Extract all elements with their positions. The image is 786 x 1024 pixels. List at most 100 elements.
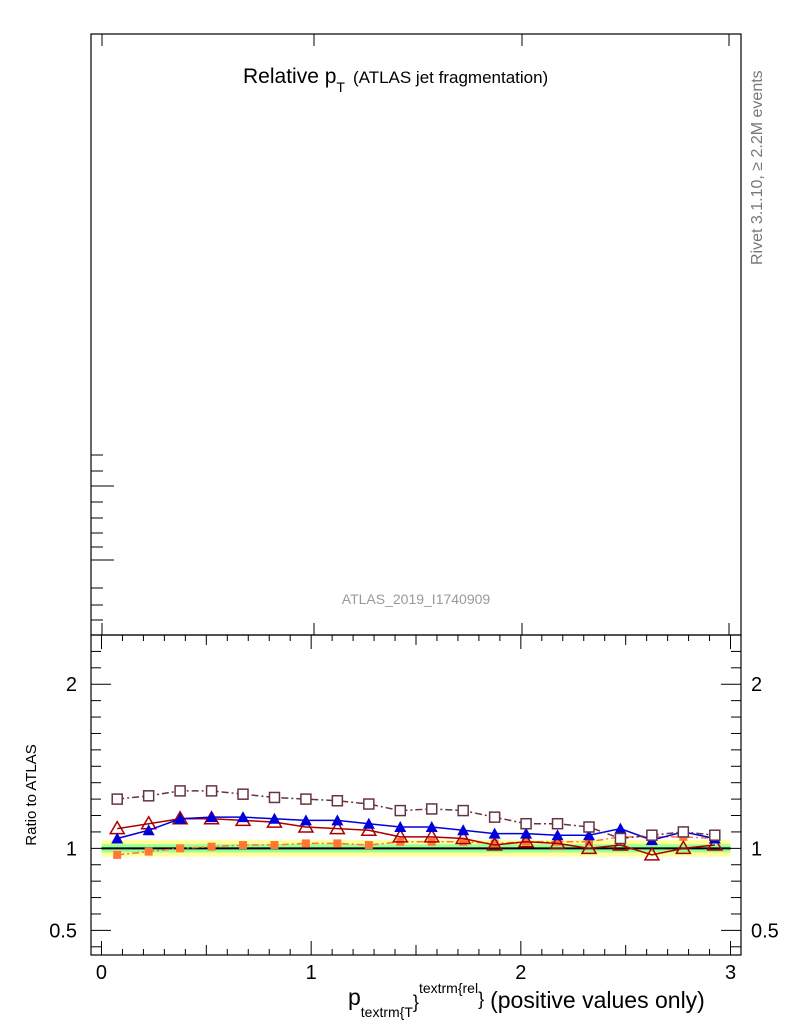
series-point [520,827,533,839]
series-point [362,817,375,829]
series-point [364,841,373,850]
rivet-version-c: 2.2M events [749,70,766,162]
series-point [486,836,503,851]
series-point [363,798,375,810]
y-tick-label-right: 2 [751,674,762,696]
series-point [394,804,407,817]
series-point [709,829,721,841]
y-tick-label: 0.5 [49,920,77,942]
series-point [553,837,562,846]
series-point [580,839,598,855]
series-point [297,818,315,833]
series-2 [111,811,721,846]
series-point [301,839,310,848]
series-point [488,827,501,839]
series-point [549,834,566,850]
xlabel-sub: textrm{T [361,1004,414,1020]
series-point [142,790,155,802]
series-point [677,826,690,838]
series-point [360,821,378,837]
series-point [551,829,564,841]
series-point [425,821,438,832]
series-point [111,793,123,805]
series-point [517,833,535,848]
series-point [300,793,312,805]
xlabel-sup: textrm{rel [419,980,478,996]
series-point [268,812,281,824]
rivet-version-a: Rivet 3.1.10, [749,171,766,265]
y-tick-label-right: 1 [751,838,762,860]
series-point [394,821,407,832]
main-left-ticks [91,454,114,621]
series-point [583,821,595,833]
series-point [174,812,187,824]
series-point [425,803,438,815]
series-3 [111,785,721,845]
series-point [614,832,627,845]
y-tick-label: 2 [66,674,77,696]
series-point [237,788,249,800]
x-tick-label: 0 [96,962,107,984]
series-point [423,828,441,843]
title-subscript-t: T [336,79,345,95]
series-point [207,842,216,851]
title-rest: (ATLAS jet fragmentation) [353,68,548,87]
y-tick-label: 1 [66,838,77,860]
xlabel-brace1: } [413,992,419,1012]
series-line [117,816,715,841]
series-point [270,841,279,850]
xlabel-p: p [348,984,361,1010]
title-p: Relative p [243,65,336,88]
rivet-version-label: Rivet 3.1.10, ≥ 2.2M events [749,70,766,265]
series-point [331,794,344,807]
main-title: Relative pT (ATLAS jet fragmentation) [243,65,548,95]
series-point [205,811,218,823]
series-point [174,785,186,797]
rivet-version-geq: ≥ [749,162,766,171]
series-point [268,791,281,804]
series-point [582,829,595,841]
series-point [457,804,469,817]
x-tick-label: 1 [306,962,317,984]
xlabel-brace2: } [478,989,484,1009]
x-tick-label: 2 [515,962,526,984]
series-1 [108,810,724,861]
series-point [142,824,155,836]
series-point [391,828,409,843]
series-point [614,822,627,834]
series-point [205,785,218,797]
x-axis-label: ptextrm{T}textrm{rel} (positive values on… [348,980,705,1020]
series-point [111,832,124,844]
series-point [490,839,499,848]
series-point [675,839,692,855]
series-point [706,836,724,851]
y-tick-label-right: 0.5 [751,920,779,942]
series-point [144,847,153,856]
uncertainty-band [101,840,731,857]
series-point [176,844,185,853]
main-x-ticks [101,34,730,635]
series-point [459,837,468,846]
main-panel-frame [90,33,742,636]
series-point [454,829,472,845]
x-tick-label: 3 [725,962,736,984]
series-point [646,829,658,841]
ratio-ylabel: Ratio to ATLAS [23,744,40,845]
series-point [331,814,344,826]
series-point [643,846,661,861]
ratio-tick-labels: 0 1 2 3 0.5 0.5 1 1 2 2 [49,674,779,984]
ratio-axis-ticks [91,635,741,955]
series-point [520,817,532,830]
ratio-panel-frame [90,634,742,956]
analysis-id-label: ATLAS_2019_I1740909 [342,591,491,607]
series-point [551,817,564,830]
xlabel-rest: (positive values only) [490,987,705,1013]
series-point [299,814,312,826]
series-point [333,839,342,848]
series-point [239,841,248,850]
series-point [237,811,250,823]
series-point [488,811,501,823]
series-point [113,850,122,859]
series-point [329,820,346,835]
